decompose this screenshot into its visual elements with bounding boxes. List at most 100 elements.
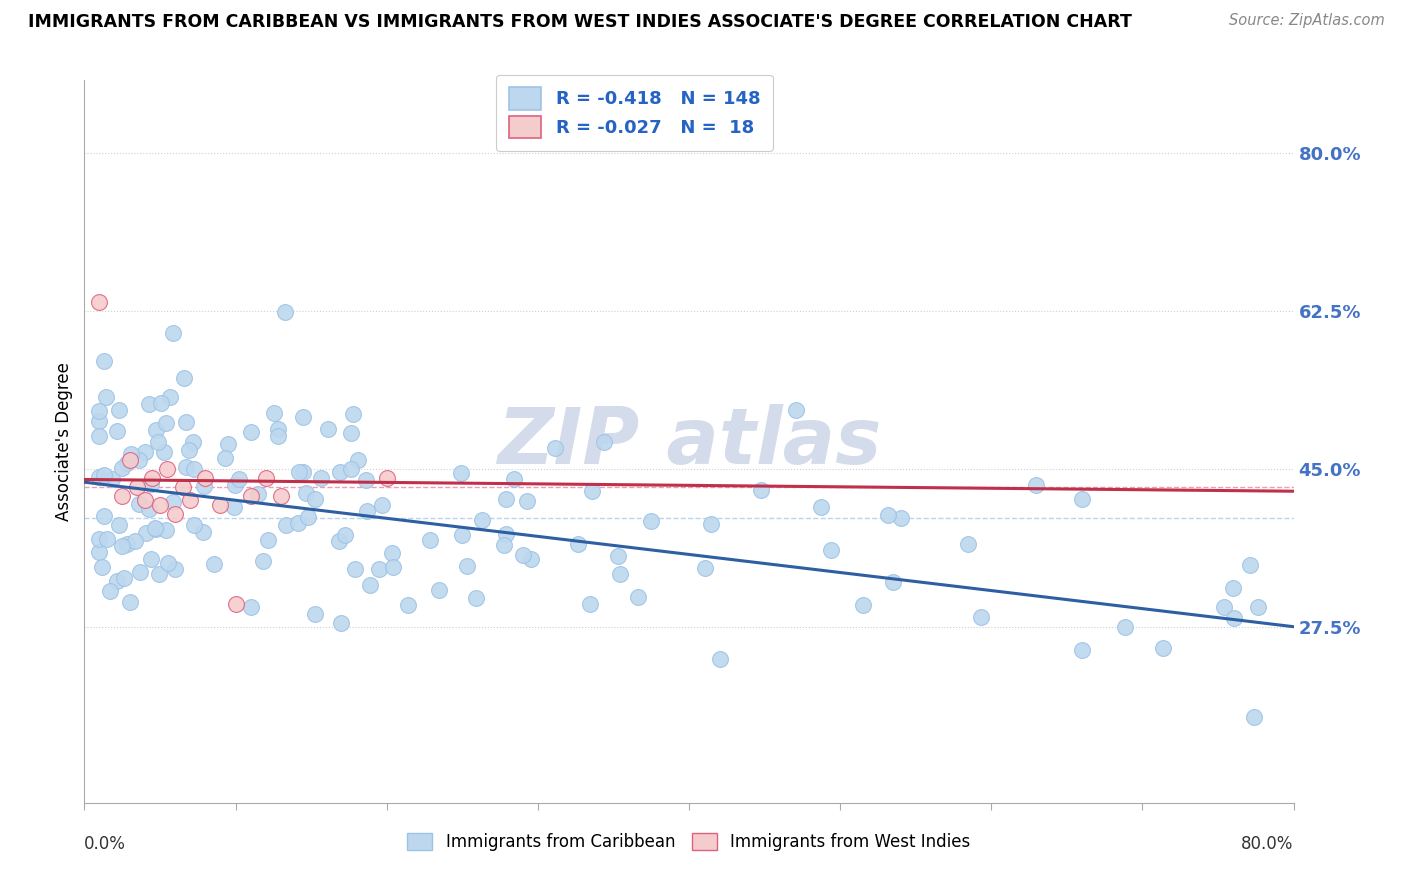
Point xyxy=(274,518,297,533)
Legend: Immigrants from Caribbean, Immigrants from West Indies: Immigrants from Caribbean, Immigrants fr… xyxy=(399,825,979,860)
Point xyxy=(155,523,177,537)
Point xyxy=(427,583,450,598)
Point xyxy=(179,493,201,508)
Point xyxy=(239,599,262,614)
Y-axis label: Associate's Degree: Associate's Degree xyxy=(55,362,73,521)
Point xyxy=(890,511,912,525)
Point xyxy=(342,408,364,422)
Point xyxy=(1071,643,1094,657)
Point xyxy=(471,513,494,527)
Point xyxy=(118,595,141,609)
Point xyxy=(581,484,603,499)
Point xyxy=(145,522,167,536)
Point xyxy=(111,461,134,475)
Point xyxy=(309,471,332,485)
Point xyxy=(108,518,131,533)
Point xyxy=(117,456,139,470)
Point xyxy=(1213,599,1236,614)
Point xyxy=(128,565,150,579)
Text: IMMIGRANTS FROM CARIBBEAN VS IMMIGRANTS FROM WEST INDIES ASSOCIATE'S DEGREE CORR: IMMIGRANTS FROM CARIBBEAN VS IMMIGRANTS … xyxy=(28,13,1132,31)
Point xyxy=(117,537,139,551)
Point xyxy=(1223,611,1246,625)
Point xyxy=(89,429,111,443)
Point xyxy=(396,598,419,612)
Point xyxy=(304,491,326,506)
Point xyxy=(328,534,350,549)
Point xyxy=(292,465,315,479)
Point xyxy=(217,437,239,451)
Point xyxy=(165,507,187,521)
Point xyxy=(456,558,478,573)
Point xyxy=(111,539,134,553)
Point xyxy=(138,396,160,410)
Point xyxy=(957,537,980,551)
Point xyxy=(567,537,589,551)
Point xyxy=(592,435,614,450)
Point xyxy=(174,460,197,475)
Point xyxy=(503,472,526,486)
Point xyxy=(141,551,163,566)
Point xyxy=(183,517,205,532)
Point xyxy=(153,445,176,459)
Point xyxy=(105,574,128,588)
Point xyxy=(89,545,111,559)
Point xyxy=(640,514,662,528)
Point xyxy=(155,416,177,430)
Point xyxy=(699,516,721,531)
Point xyxy=(368,562,391,576)
Point xyxy=(173,371,195,385)
Point xyxy=(852,598,875,612)
Point xyxy=(1243,710,1265,724)
Point xyxy=(239,489,262,503)
Point xyxy=(252,554,274,568)
Point xyxy=(89,414,111,428)
Point xyxy=(165,561,187,575)
Point xyxy=(820,543,842,558)
Point xyxy=(139,476,162,491)
Point xyxy=(544,442,567,456)
Point xyxy=(111,489,134,503)
Point xyxy=(89,533,111,547)
Point xyxy=(146,434,169,449)
Point xyxy=(1070,492,1092,507)
Point xyxy=(316,422,339,436)
Point xyxy=(228,472,250,486)
Point xyxy=(330,616,353,631)
Point xyxy=(157,556,180,570)
Point xyxy=(381,545,404,559)
Point xyxy=(751,483,773,498)
Point xyxy=(375,471,398,485)
Point xyxy=(254,471,277,485)
Point xyxy=(785,402,807,417)
Point xyxy=(515,494,537,508)
Point xyxy=(1222,581,1244,595)
Point xyxy=(877,508,900,522)
Point xyxy=(141,471,163,485)
Point xyxy=(304,607,326,621)
Point xyxy=(287,465,309,479)
Point xyxy=(270,489,292,503)
Text: 0.0%: 0.0% xyxy=(84,835,127,854)
Point xyxy=(159,390,181,404)
Point xyxy=(162,326,184,340)
Point xyxy=(181,435,204,450)
Point xyxy=(356,503,378,517)
Point xyxy=(134,444,156,458)
Point xyxy=(93,468,115,483)
Point xyxy=(344,562,367,576)
Point xyxy=(143,521,166,535)
Point xyxy=(96,390,118,404)
Point xyxy=(98,584,121,599)
Point xyxy=(239,425,262,439)
Point xyxy=(222,500,245,515)
Point xyxy=(224,478,246,492)
Point xyxy=(495,491,517,506)
Point xyxy=(135,525,157,540)
Point xyxy=(101,472,124,486)
Point xyxy=(193,479,215,493)
Point xyxy=(128,452,150,467)
Point xyxy=(1246,599,1268,614)
Point xyxy=(520,551,543,566)
Point xyxy=(329,465,352,479)
Point xyxy=(209,498,232,512)
